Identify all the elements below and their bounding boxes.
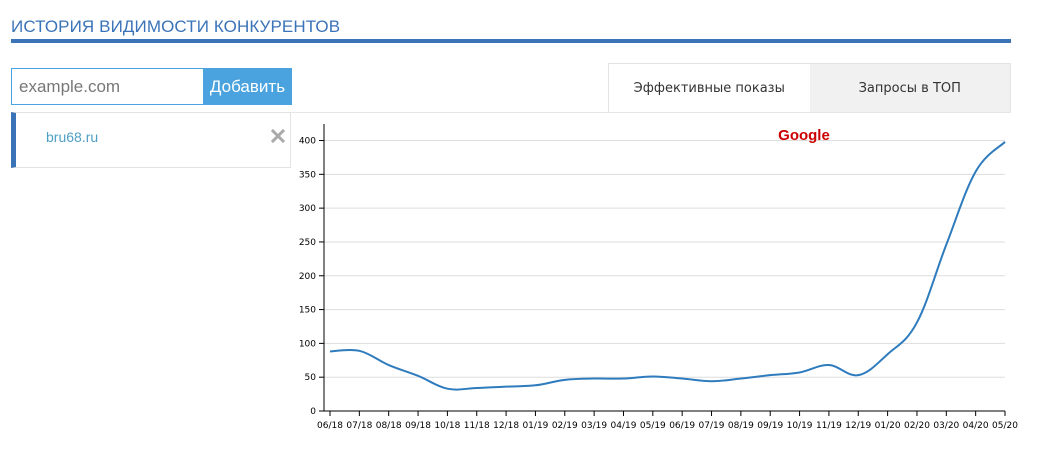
x-tick-label: 03/20	[933, 421, 959, 431]
x-tick-label: 08/19	[728, 421, 754, 431]
x-tick-label: 05/20	[992, 421, 1018, 431]
data-point	[1003, 140, 1007, 144]
y-tick-label: 350	[299, 170, 316, 180]
data-point	[475, 386, 479, 390]
domain-input[interactable]	[11, 68, 203, 105]
data-point	[886, 352, 890, 356]
y-tick-label: 150	[299, 306, 316, 316]
data-point	[710, 379, 714, 383]
data-point	[563, 378, 567, 382]
tab-effective-impressions[interactable]: Эффективные показы	[609, 64, 810, 112]
y-tick-label: 400	[299, 137, 316, 147]
y-tick-label: 200	[299, 272, 316, 282]
x-tick-label: 09/19	[757, 421, 783, 431]
x-tick-label: 01/19	[522, 421, 548, 431]
x-tick-label: 12/19	[845, 421, 871, 431]
data-point	[504, 385, 508, 389]
visibility-chart: 0 50 100 150 200 250 300 350 400 06/18 07/18 08/18 0…	[291, 113, 1031, 469]
y-tick-label: 250	[299, 238, 316, 248]
data-point	[592, 377, 596, 381]
page-title: ИСТОРИЯ ВИДИМОСТИ КОНКУРЕНТОВ	[11, 17, 341, 36]
add-button[interactable]: Добавить	[203, 68, 292, 105]
x-tick-label: 07/19	[699, 421, 725, 431]
data-point	[798, 370, 802, 374]
x-tick-label: 02/19	[552, 421, 578, 431]
data-point	[416, 374, 420, 378]
x-tick-label: 11/18	[464, 421, 490, 431]
title-divider	[11, 39, 1011, 43]
x-tick-label: 08/18	[376, 421, 402, 431]
close-icon[interactable]	[270, 128, 286, 144]
competitor-item[interactable]: bru68.ru	[11, 112, 291, 168]
x-tick-label: 06/18	[317, 421, 343, 431]
y-tick-label: 300	[299, 204, 316, 214]
data-point	[621, 377, 625, 381]
add-competitor-form: Добавить	[11, 68, 292, 105]
data-point	[680, 377, 684, 381]
x-tick-label: 02/20	[904, 421, 930, 431]
x-tick-label: 10/18	[434, 421, 460, 431]
x-tick-label: 06/19	[669, 421, 695, 431]
data-point	[856, 373, 860, 377]
chart-title: Google	[778, 127, 830, 144]
divider	[291, 112, 1011, 113]
series-line	[329, 141, 1006, 391]
x-tick-label: 07/18	[346, 421, 372, 431]
data-point	[739, 377, 743, 381]
x-tick-label: 04/20	[963, 421, 989, 431]
x-tick-label: 03/19	[581, 421, 607, 431]
metric-tabs: Эффективные показы Запросы в ТОП	[608, 63, 1011, 113]
data-point	[915, 320, 919, 324]
x-tick-label: 04/19	[611, 421, 637, 431]
y-tick-label: 50	[305, 373, 317, 383]
data-point	[445, 387, 449, 391]
data-point	[533, 383, 537, 387]
data-point	[768, 373, 772, 377]
x-tick-label: 05/19	[640, 421, 666, 431]
data-point	[328, 349, 332, 353]
data-point	[974, 170, 978, 174]
x-tick-label: 11/19	[816, 421, 842, 431]
data-point	[387, 363, 391, 367]
tab-top-queries[interactable]: Запросы в ТОП	[809, 64, 1010, 112]
x-tick-label: 01/20	[875, 421, 901, 431]
y-tick-label: 0	[310, 407, 316, 417]
x-tick-label: 10/19	[787, 421, 813, 431]
x-tick-label: 09/18	[405, 421, 431, 431]
competitor-list: bru68.ru	[11, 112, 291, 168]
data-point	[944, 243, 948, 247]
data-point	[357, 349, 361, 353]
y-tick-label: 100	[299, 339, 316, 349]
data-point	[651, 375, 655, 379]
x-tick-label: 12/18	[493, 421, 519, 431]
data-point	[827, 363, 831, 367]
competitor-domain: bru68.ru	[46, 129, 99, 145]
